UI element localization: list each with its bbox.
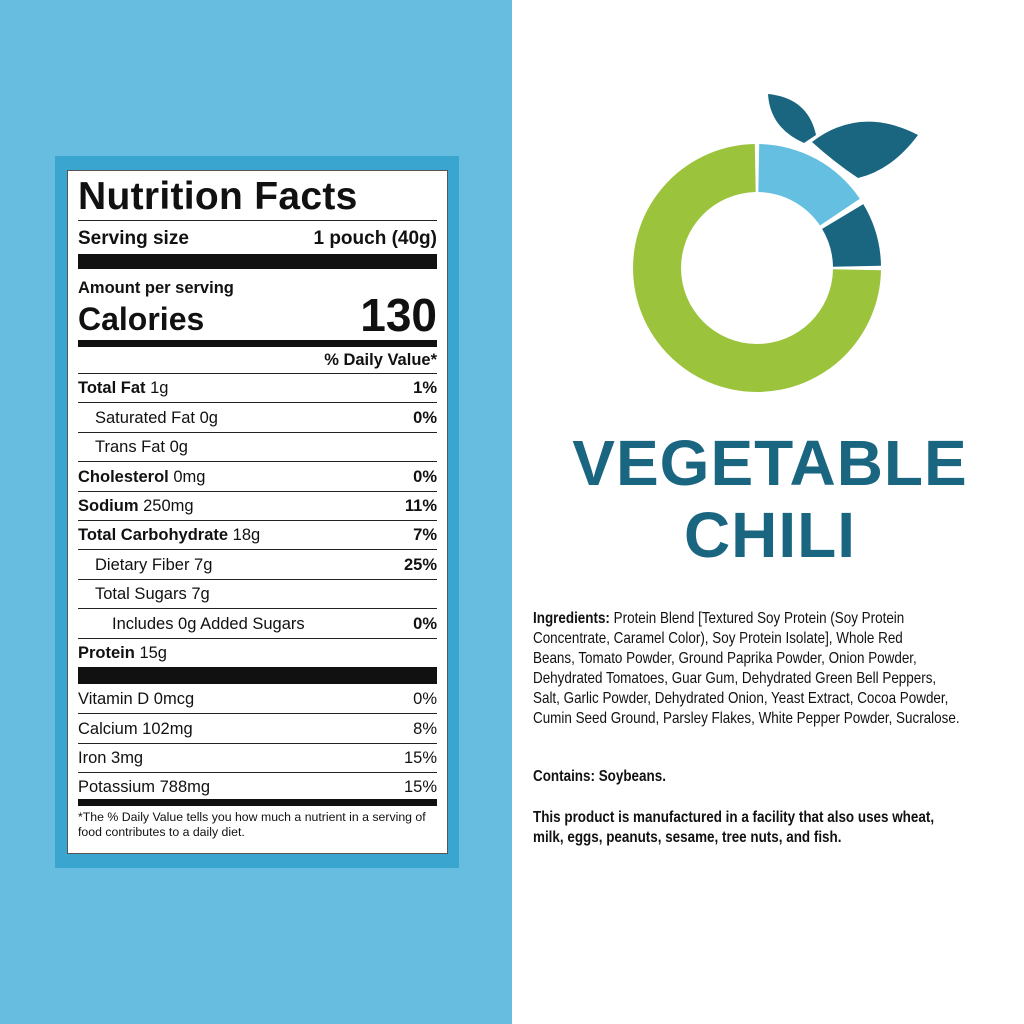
nutrient-name: Total Fat 1g [78,379,168,398]
facility-line: This product is manufactured in a facili… [533,809,935,826]
ingredients-label: Ingredients: [533,610,610,627]
ingredients: Ingredients: Protein Blend [Textured Soy… [533,609,960,729]
vitamin-daily-value: 0% [413,690,437,709]
contains-allergens: Contains: Soybeans. [533,768,666,785]
nutrient-amount: 15g [139,643,167,662]
donut-dark-segment [822,204,881,267]
nutrient-label: Total Fat [78,379,146,398]
nutrient-name: Protein 15g [78,644,167,663]
nutrient-name: Total Carbohydrate 18g [78,526,260,545]
nutrient-label: Dietary Fiber [95,555,190,574]
facility-statement: This product is manufactured in a facili… [533,808,934,848]
product-name-line2: CHILI [683,499,857,571]
donut-green-segment [633,144,881,392]
product-name-line1: VEGETABLE [572,427,968,499]
nutrient-amount: 250mg [143,496,194,515]
donut-leaf-logo-icon [633,94,918,392]
nutrition-title: Nutrition Facts [78,175,358,218]
serving-label: Serving size [78,228,189,249]
nutrient-row: Trans Fat 0g [78,431,437,461]
nutrient-name: Sodium 250mg [78,497,194,516]
nutrient-amount: 1g [150,379,169,398]
nutrient-label: Cholesterol [78,467,169,486]
calories-value: 130 [360,289,437,341]
vitamin-row: Potassium 788mg 15% [78,772,437,801]
nutrient-name: Trans Fat 0g [95,438,188,457]
ingredients-line: Salt, Garlic Powder, Dehydrated Onion, Y… [533,690,949,707]
nutrient-row: Total Carbohydrate 18g 7% [78,519,437,549]
serving-value: 1 pouch (40g) [313,228,437,249]
calories-label: Calories [78,301,205,337]
divider-thick [78,254,437,269]
nutrition-facts-label: Nutrition Facts Serving size 1 pouch (40… [67,170,448,854]
vitamin-label: Vitamin D 0mcg [78,690,195,709]
nutrient-daily-value: 11% [404,496,437,515]
nutrient-name: Total Sugars 7g [95,585,210,604]
vitamin-row: Iron 3mg 15% [78,742,437,772]
small-leaf-icon [768,94,816,143]
nutrient-name: Includes 0g Added Sugars [112,615,305,634]
nutrient-name: Dietary Fiber 7g [95,556,212,575]
nutrient-daily-value: 0% [413,467,437,486]
ingredients-line: Dehydrated Tomatoes, Guar Gum, Dehydrate… [533,670,937,687]
nutrient-label: Trans Fat [95,438,165,457]
nutrient-label: Protein [78,643,135,662]
vitamin-label: Calcium 102mg [78,719,193,738]
nutrient-row: Cholesterol 0mg 0% [78,461,437,490]
nutrient-label: Saturated Fat [95,408,195,427]
nutrient-row: Saturated Fat 0g 0% [78,402,437,431]
nutrient-daily-value: 1% [413,379,437,398]
nutrient-amount: 0mg [173,467,206,486]
nutrient-row: Protein 15g [78,637,437,667]
daily-value-header: % Daily Value* [324,351,437,369]
footnote: *The % Daily Value tells you how much a … [78,810,426,840]
nutrient-name: Saturated Fat 0g [95,409,218,428]
nutrient-row: Includes 0g Added Sugars 0% [78,608,437,637]
amount-per-serving: Amount per serving [78,279,234,297]
nutrient-label: Includes 0g Added Sugars [112,614,305,633]
nutrient-name: Cholesterol 0mg [78,468,205,487]
ingredients-line: Protein Blend [Textured Soy Protein (Soy… [613,610,905,627]
nutrient-label: Sodium [78,496,139,515]
serving-size-row: Serving size 1 pouch (40g) [78,220,437,254]
ingredients-line: Beans, Tomato Powder, Ground Paprika Pow… [533,650,917,667]
divider-medium [78,340,437,347]
vitamin-label: Potassium 788mg [78,778,211,797]
ingredients-line: Concentrate, Caramel Color), Soy Protein… [533,630,903,647]
calories-row: Calories 130 [78,289,437,341]
vitamin-label: Iron 3mg [78,749,144,768]
nutrient-amount: 7g [194,555,213,574]
large-leaf-icon [812,121,918,178]
divider-medium [78,799,437,807]
vitamin-row: Vitamin D 0mcg 0% [78,684,437,713]
vitamin-daily-value: 8% [413,719,437,738]
nutrient-daily-value: 0% [413,408,437,427]
vitamin-daily-value: 15% [403,749,437,768]
nutrient-amount: 0g [199,408,218,427]
divider-thick [78,666,437,684]
nutrient-label: Total Carbohydrate [78,526,229,545]
vitamin-daily-value: 15% [403,778,437,797]
nutrient-daily-value: 0% [413,614,437,633]
nutrient-amount: 7g [191,585,210,604]
nutrient-amount: 18g [232,526,261,545]
ingredients-line: Cumin Seed Ground, Parsley Flakes, White… [533,710,960,727]
vitamin-row: Calcium 102mg 8% [78,713,437,742]
nutrient-row: Sodium 250mg 11% [78,490,437,520]
facility-line: milk, eggs, peanuts, sesame, tree nuts, … [533,829,842,846]
donut-light-blue-segment [758,144,860,226]
nutrient-row: Dietary Fiber 7g 25% [78,549,437,578]
nutrient-amount: 0g [169,438,188,457]
nutrient-daily-value: 7% [413,526,437,545]
nutrient-row: Total Sugars 7g [78,578,437,608]
nutrient-row: Total Fat 1g 1% [78,373,437,402]
nutrient-daily-value: 25% [403,555,437,574]
nutrient-label: Total Sugars [95,585,187,604]
